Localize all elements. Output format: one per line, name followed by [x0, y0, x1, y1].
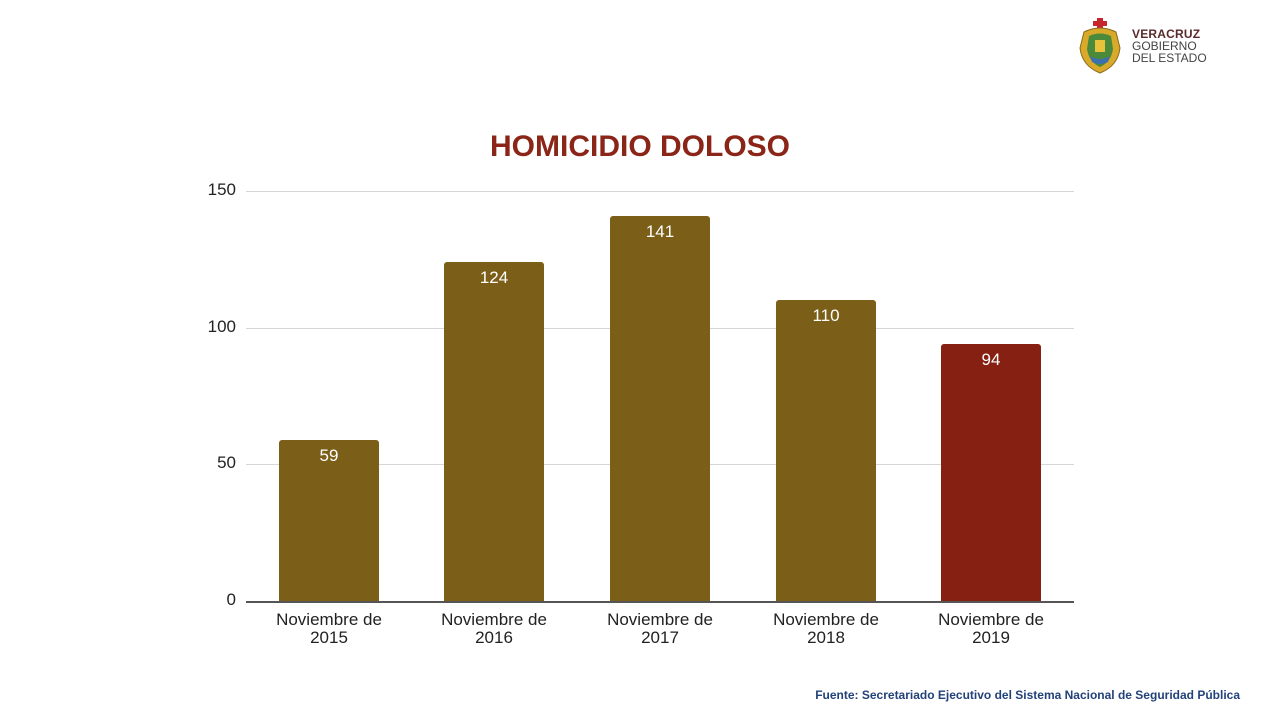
y-tick-label: 0	[226, 590, 236, 609]
coat-of-arms-icon	[1078, 18, 1122, 74]
x-category-label: Noviembre de 2015	[254, 611, 404, 647]
x-label-line-1: Noviembre de	[938, 610, 1044, 629]
y-tick-label: 50	[217, 453, 236, 472]
bar-5	[941, 344, 1041, 601]
x-label-line-1: Noviembre de	[441, 610, 547, 629]
veracruz-logo: VERACRUZ GOBIERNO DEL ESTADO	[1078, 18, 1207, 74]
logo-subtitle-2: DEL ESTADO	[1132, 51, 1207, 65]
x-label-line-1: Noviembre de	[276, 610, 382, 629]
chart-title: HOMICIDIO DOLOSO	[490, 130, 790, 163]
x-label-line-2: 2018	[807, 628, 845, 647]
source-note: Fuente: Secretariado Ejecutivo del Siste…	[815, 688, 1240, 702]
x-label-line-1: Noviembre de	[607, 610, 713, 629]
bar-1	[279, 440, 379, 601]
x-axis-line	[246, 601, 1074, 603]
bar-2	[444, 262, 544, 601]
x-label-line-1: Noviembre de	[773, 610, 879, 629]
x-label-line-2: 2019	[972, 628, 1010, 647]
x-label-line-2: 2016	[475, 628, 513, 647]
y-tick-label: 150	[207, 180, 236, 199]
logo-title: VERACRUZ	[1132, 27, 1201, 41]
bar-4	[776, 300, 876, 601]
bar-value-label: 59	[319, 446, 339, 465]
bar-value-label: 141	[645, 222, 675, 241]
x-category-label: Noviembre de 2017	[585, 611, 735, 647]
logo-subtitle-1: GOBIERNO	[1132, 39, 1197, 53]
x-label-line-2: 2017	[641, 628, 679, 647]
bar-value-label: 94	[981, 350, 1001, 369]
bar-3	[610, 216, 710, 601]
x-category-label: Noviembre de 2016	[419, 611, 569, 647]
y-tick-label: 100	[207, 317, 236, 336]
gridline	[246, 191, 1074, 192]
bar-value-label: 124	[479, 268, 509, 287]
x-category-label: Noviembre de 2019	[916, 611, 1066, 647]
x-label-line-2: 2015	[310, 628, 348, 647]
x-category-label: Noviembre de 2018	[751, 611, 901, 647]
bar-value-label: 110	[812, 306, 840, 325]
